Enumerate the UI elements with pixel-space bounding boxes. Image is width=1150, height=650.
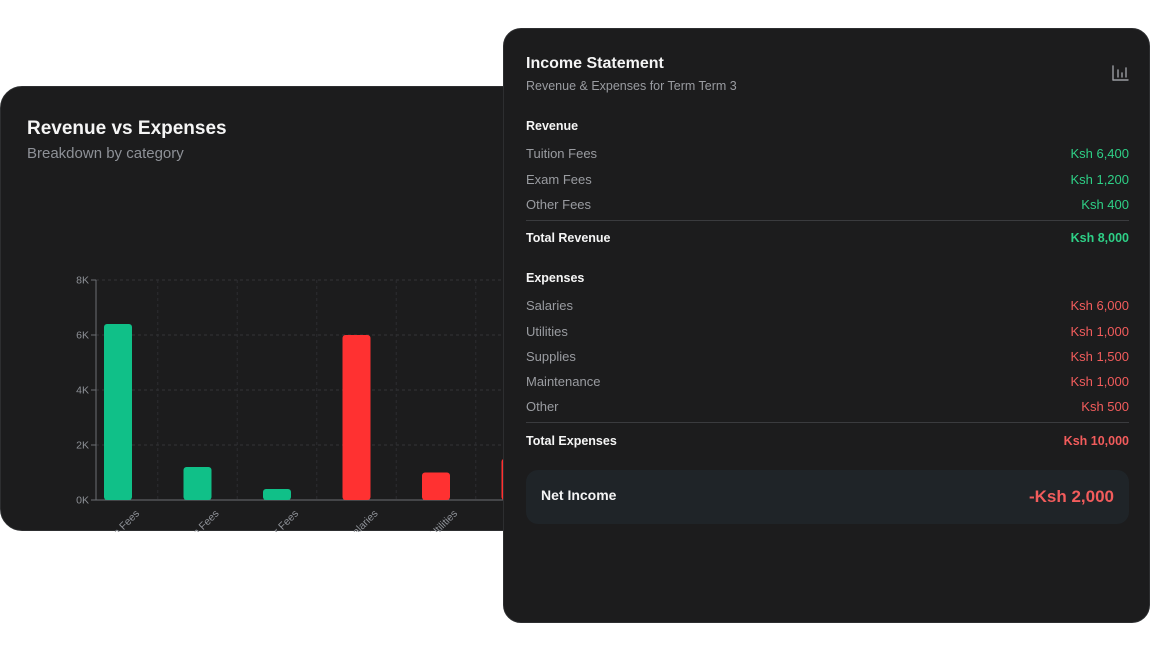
bar-tuition-fees [104,324,132,500]
bar-chart-icon[interactable] [1111,65,1129,81]
row-value: Ksh 1,000 [1070,324,1129,339]
expenses-section-heading: Expenses [526,271,585,285]
expense-row-maintenance: Maintenance Ksh 1,000 [526,374,1129,392]
row-value: Ksh 6,000 [1070,298,1129,313]
net-income-box: Net Income -Ksh 2,000 [526,470,1129,524]
expense-row-other: Other Ksh 500 [526,399,1129,417]
row-value: Ksh 1,000 [1070,374,1129,389]
expense-row-utilities: Utilities Ksh 1,000 [526,324,1129,342]
row-label: Exam Fees [526,172,592,187]
row-label: Other Fees [526,197,592,212]
bar-other-fees [263,489,291,500]
y-tick-label: 2K [76,440,89,452]
x-tick-label: Utilities [428,508,460,532]
total-revenue-value: Ksh 8,000 [1070,231,1129,245]
bar-salaries [342,335,371,500]
x-tick-label: Exam Fees [176,508,222,532]
y-tick-label: 6K [76,330,89,342]
row-label: Tuition Fees [526,146,598,161]
x-tick-label: Other Fees [255,508,301,532]
row-label: Utilities [526,324,568,339]
income-statement-subtitle: Revenue & Expenses for Term Term 3 [526,79,737,93]
row-value: Ksh 500 [1081,399,1129,414]
row-value: Ksh 400 [1081,197,1129,212]
expenses-divider [526,422,1129,423]
y-tick-label: 4K [76,385,89,397]
total-expenses-label: Total Expenses [526,434,617,448]
total-expenses-row: Total Expenses Ksh 10,000 [526,434,1129,452]
total-revenue-label: Total Revenue [526,231,611,245]
net-income-value: -Ksh 2,000 [1028,487,1114,506]
net-income-label: Net Income [541,487,617,503]
chart-title: Revenue vs Expenses [27,118,227,139]
income-statement-card: Income Statement Revenue & Expenses for … [503,28,1150,623]
total-expenses-value: Ksh 10,000 [1063,434,1129,448]
expense-row-supplies: Supplies Ksh 1,500 [526,349,1129,367]
y-tick-label: 8K [76,275,89,287]
bar-utilities [422,472,450,500]
revenue-row-exam-fees: Exam Fees Ksh 1,200 [526,172,1129,190]
row-label: Other [526,399,559,414]
row-label: Salaries [526,298,573,313]
row-value: Ksh 1,500 [1070,349,1129,364]
x-tick-label: Tuition Fees [93,508,142,532]
row-value: Ksh 1,200 [1070,172,1129,187]
total-revenue-row: Total Revenue Ksh 8,000 [526,231,1129,249]
revenue-row-tuition-fees: Tuition Fees Ksh 6,400 [526,146,1129,164]
y-tick-label: 0K [76,495,89,507]
expense-row-salaries: Salaries Ksh 6,000 [526,298,1129,316]
x-tick-label: Salaries [345,508,380,532]
revenue-row-other-fees: Other Fees Ksh 400 [526,197,1129,215]
row-label: Supplies [526,349,576,364]
revenue-divider [526,220,1129,221]
row-label: Maintenance [526,374,601,389]
row-value: Ksh 6,400 [1070,146,1129,161]
chart-subtitle: Breakdown by category [27,145,184,162]
bar-exam-fees [183,467,212,500]
income-statement-title: Income Statement [526,55,664,72]
revenue-section-heading: Revenue [526,119,579,133]
